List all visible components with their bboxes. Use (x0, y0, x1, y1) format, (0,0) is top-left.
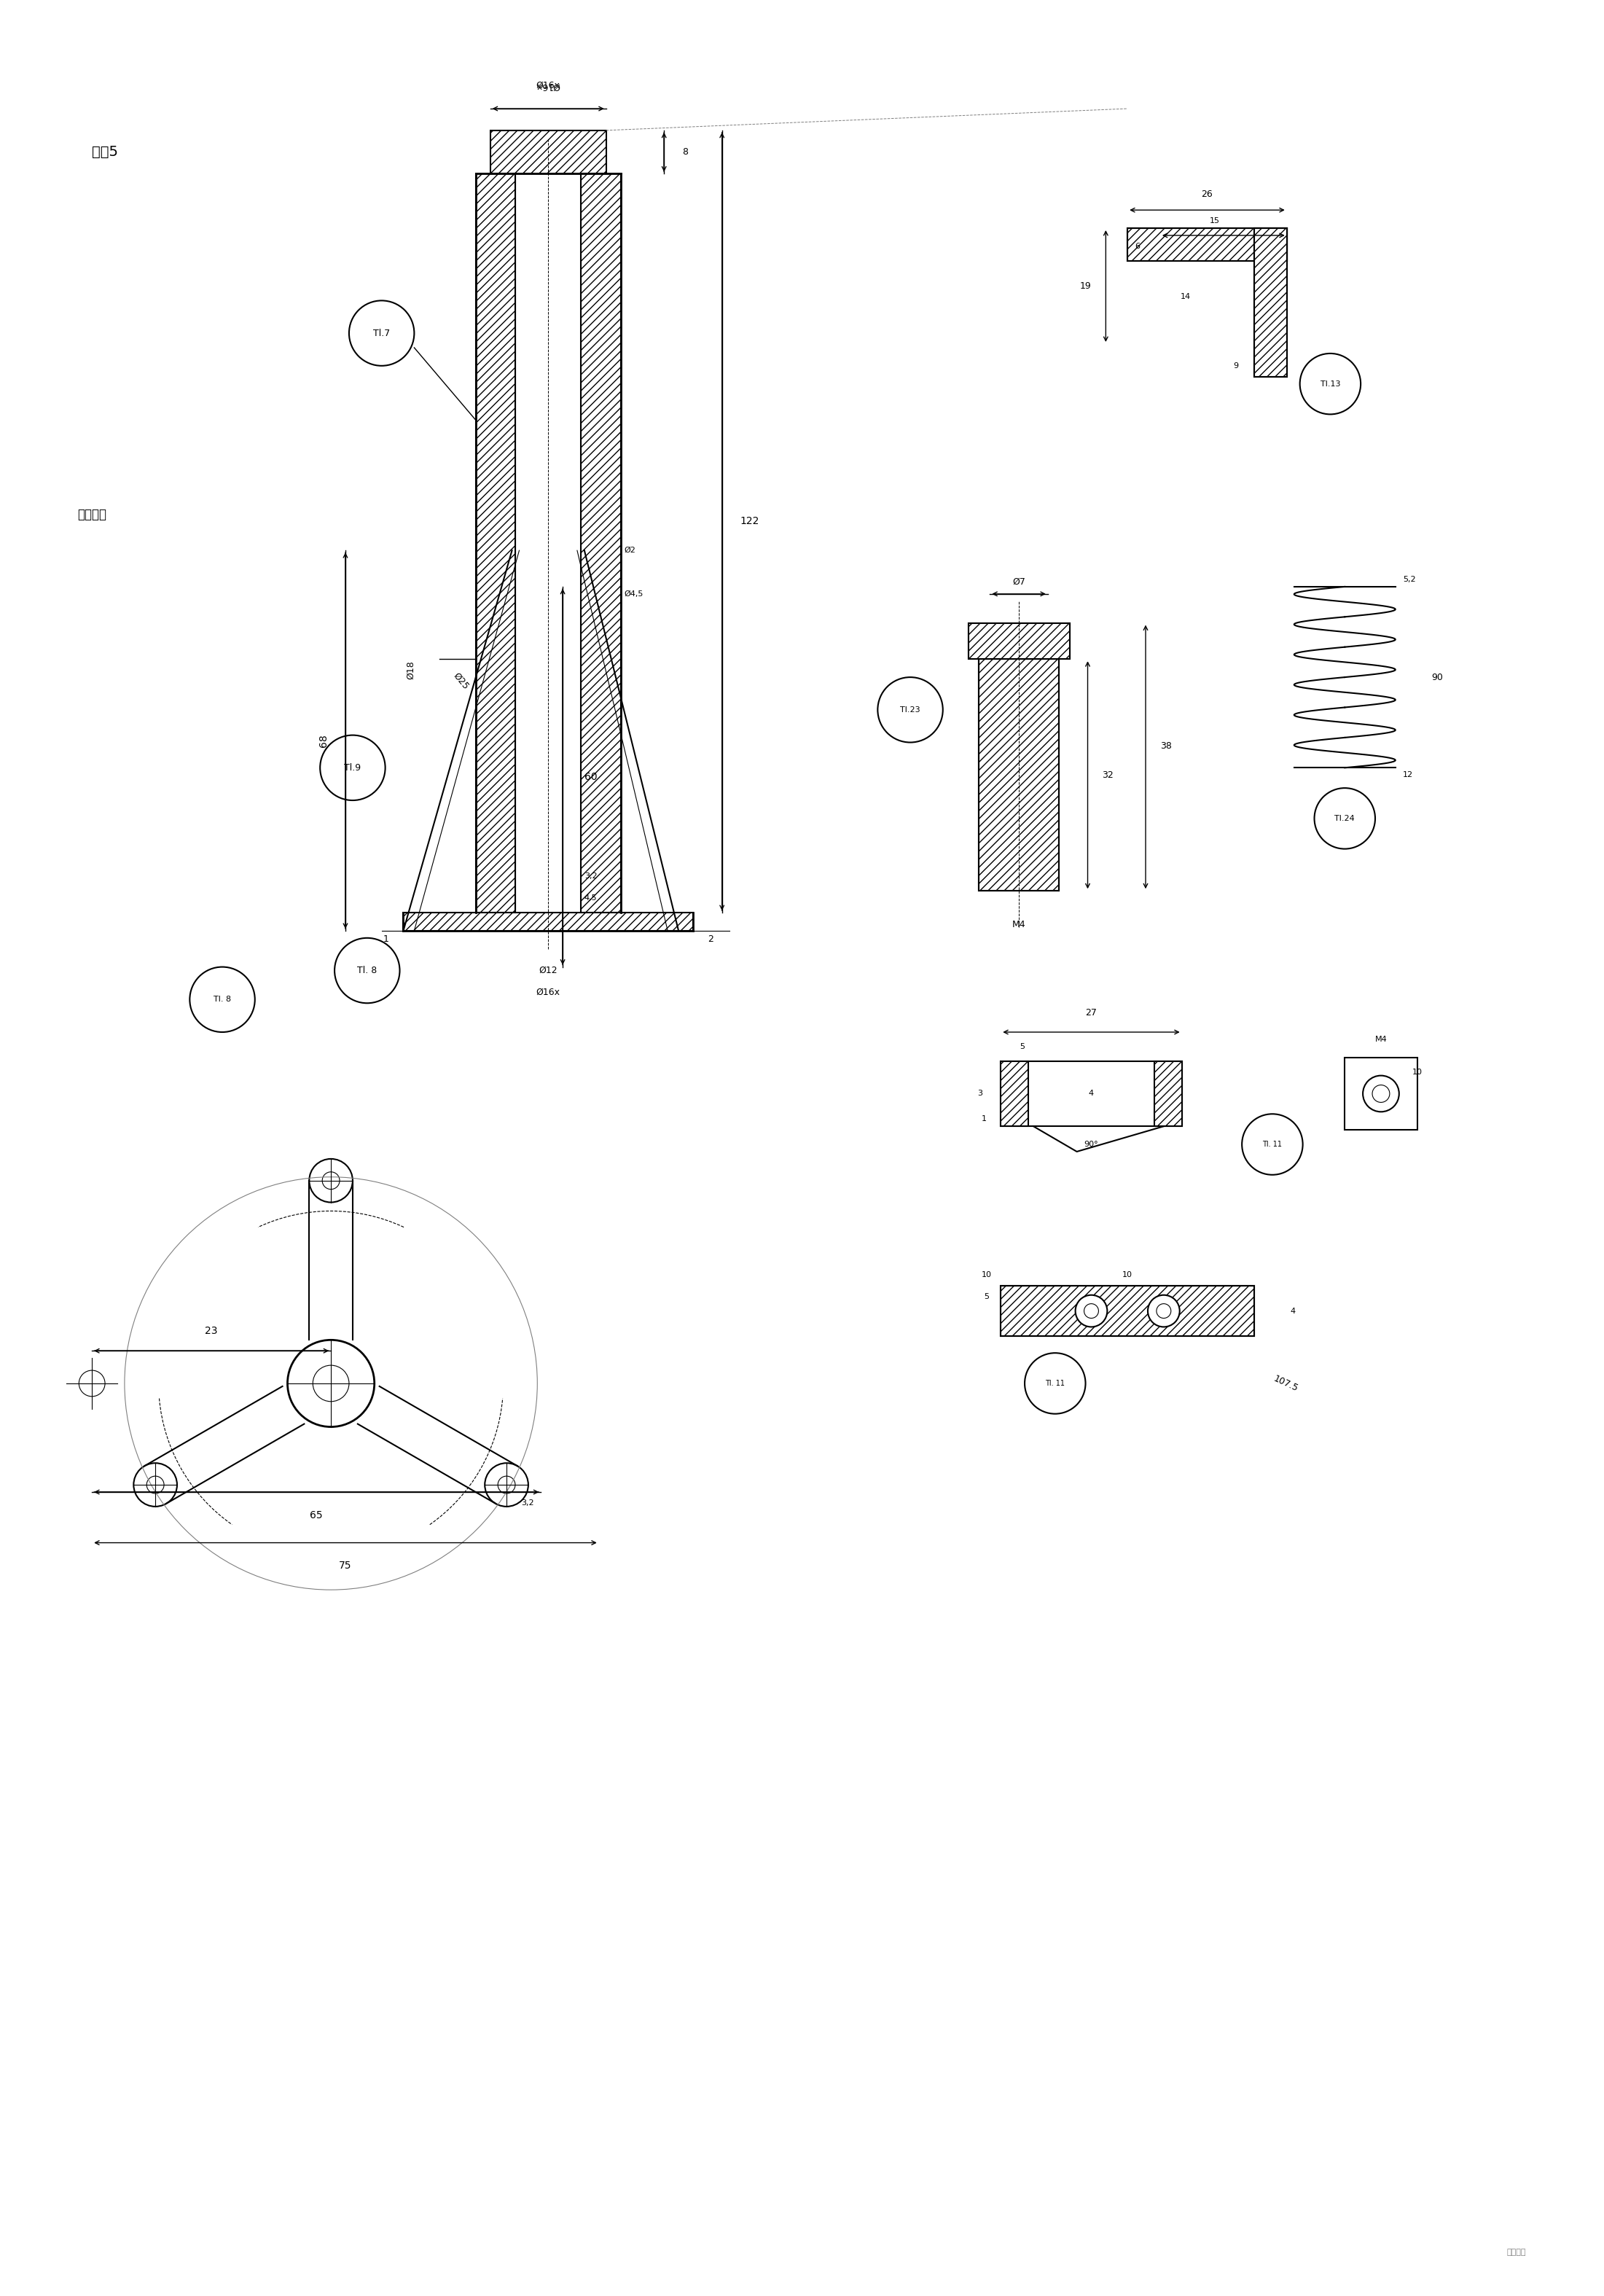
Bar (1001, 1061, 1182, 1127)
Bar (491, 131, 606, 174)
Text: Ø16x: Ø16x (536, 987, 560, 996)
Text: Ø25: Ø25 (452, 670, 472, 691)
Text: 3,2: 3,2 (521, 1499, 534, 1506)
Text: M4: M4 (1375, 1035, 1387, 1042)
Circle shape (1148, 1295, 1179, 1327)
Text: Ø16x: Ø16x (536, 80, 560, 90)
Text: Tl. 11: Tl. 11 (1046, 1380, 1065, 1387)
Text: 4: 4 (1089, 1091, 1094, 1097)
Text: 38: 38 (1160, 742, 1171, 751)
Text: Ø7: Ø7 (1012, 576, 1025, 588)
Text: 68: 68 (319, 735, 329, 746)
Circle shape (335, 939, 399, 1003)
Text: Tl. 8: Tl. 8 (358, 967, 377, 976)
Text: 10: 10 (1412, 1068, 1423, 1075)
Text: 10: 10 (1123, 1272, 1132, 1279)
Text: 1: 1 (982, 1116, 986, 1123)
Circle shape (1025, 1352, 1086, 1414)
Text: 3,2: 3,2 (584, 872, 597, 879)
Bar (1254, 227, 1286, 377)
Text: 1: 1 (383, 934, 388, 944)
Circle shape (1314, 788, 1375, 850)
Text: Ø16x: Ø16x (536, 80, 560, 90)
Text: 图表5: 图表5 (91, 145, 119, 158)
Circle shape (350, 301, 414, 365)
Text: 4: 4 (1291, 1306, 1296, 1316)
Text: Tl.13: Tl.13 (1320, 381, 1341, 388)
Text: 32: 32 (1102, 769, 1113, 781)
Text: Tl.24: Tl.24 (1335, 815, 1355, 822)
Text: 6: 6 (1134, 243, 1140, 250)
Text: 60: 60 (584, 771, 597, 783)
Text: 5: 5 (1020, 1042, 1025, 1049)
Text: 4,5: 4,5 (584, 895, 597, 902)
Text: 75: 75 (338, 1561, 351, 1570)
Bar (1001, 1286, 1254, 1336)
Text: 8: 8 (682, 147, 688, 156)
Text: Ø4,5: Ø4,5 (624, 590, 643, 597)
Bar (1001, 1061, 1028, 1127)
Text: 15: 15 (1209, 218, 1219, 225)
Bar (978, 659, 1059, 891)
Text: Tl. 11: Tl. 11 (1262, 1141, 1282, 1148)
Text: Ø18: Ø18 (406, 661, 415, 680)
Text: 内部结构: 内部结构 (77, 507, 106, 521)
Text: 3: 3 (977, 1091, 983, 1097)
Circle shape (321, 735, 385, 801)
Text: 107.5: 107.5 (1272, 1373, 1299, 1394)
Bar (978, 659, 1059, 891)
Text: Tl.23: Tl.23 (900, 707, 921, 714)
Text: 122: 122 (739, 517, 759, 526)
Text: M4: M4 (1012, 921, 1025, 930)
Bar (1344, 1058, 1418, 1130)
Circle shape (877, 677, 943, 742)
Bar (403, 912, 693, 930)
Circle shape (1075, 1295, 1107, 1327)
Circle shape (189, 967, 255, 1033)
Bar (1128, 227, 1286, 262)
Bar (1128, 227, 1286, 262)
Text: 9: 9 (1233, 363, 1238, 370)
Bar (581, 174, 621, 912)
Text: 5,2: 5,2 (1402, 576, 1416, 583)
Circle shape (1299, 354, 1360, 413)
Text: Tl.7: Tl.7 (374, 328, 390, 338)
Bar (1254, 227, 1286, 377)
Text: 26: 26 (1201, 191, 1213, 200)
Text: 90°: 90° (1084, 1141, 1099, 1148)
Bar (476, 174, 515, 912)
Text: 2: 2 (707, 934, 714, 944)
Text: 27: 27 (1086, 1008, 1097, 1017)
Text: Tl. 8: Tl. 8 (213, 996, 231, 1003)
Text: Ø2: Ø2 (624, 546, 635, 553)
Text: Ø12: Ø12 (539, 967, 558, 976)
Circle shape (1241, 1114, 1302, 1176)
Bar (1155, 1061, 1182, 1127)
Text: Tl.9: Tl.9 (345, 762, 361, 771)
Bar (1001, 1286, 1254, 1336)
Text: 模友之吧: 模友之吧 (1506, 2248, 1525, 2257)
Text: 5: 5 (983, 1293, 988, 1300)
Text: 90: 90 (1432, 673, 1444, 682)
Text: 12: 12 (1402, 771, 1413, 778)
Bar (969, 622, 1070, 659)
Text: 19: 19 (1079, 282, 1091, 292)
Text: 23: 23 (205, 1327, 218, 1336)
Bar (969, 622, 1070, 659)
Text: 14: 14 (1181, 294, 1190, 301)
Text: 10: 10 (982, 1272, 991, 1279)
Text: 65: 65 (310, 1511, 322, 1520)
